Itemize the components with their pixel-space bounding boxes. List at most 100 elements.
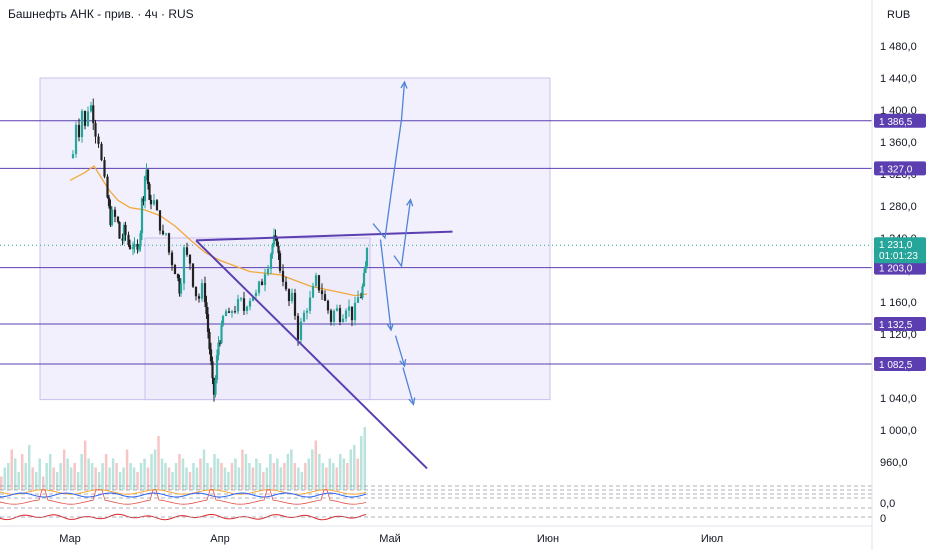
candle-body bbox=[194, 286, 198, 297]
volume-bar bbox=[307, 458, 311, 490]
candle-body bbox=[326, 300, 330, 311]
volume-bar bbox=[356, 458, 360, 490]
y-tick-label: 1 120,0 bbox=[880, 329, 917, 341]
volume-bar bbox=[34, 472, 38, 490]
candle-body bbox=[347, 306, 351, 311]
candle-body bbox=[170, 252, 174, 266]
candle-body bbox=[128, 244, 132, 249]
time-axis[interactable]: Мар Апр Май Июн Июл bbox=[59, 533, 723, 545]
volume-bar bbox=[279, 467, 283, 490]
y-tick-label: 1 040,0 bbox=[880, 393, 917, 405]
candle-body bbox=[221, 316, 225, 326]
candle-body bbox=[311, 285, 315, 298]
candle-body bbox=[344, 310, 348, 319]
arrow-head-3 bbox=[408, 397, 416, 406]
candle-body bbox=[296, 315, 300, 340]
volume-bar bbox=[132, 467, 136, 490]
candle-body bbox=[359, 297, 363, 299]
candle-body bbox=[302, 312, 306, 322]
candle-body bbox=[167, 233, 171, 253]
volume-bar bbox=[55, 472, 59, 490]
countdown-timer: 01:01:23 bbox=[879, 251, 918, 262]
volume-bar bbox=[20, 454, 24, 490]
candle-body bbox=[92, 105, 95, 124]
candle-body bbox=[356, 297, 360, 303]
level-badge-4 bbox=[874, 357, 926, 371]
level-badge-label: 1 386,5 bbox=[879, 117, 913, 128]
candle-body bbox=[245, 306, 249, 311]
volume-bar bbox=[283, 463, 286, 490]
candle-body bbox=[77, 124, 81, 138]
trendline-0 bbox=[195, 230, 453, 242]
candle-body bbox=[361, 286, 364, 298]
volume-bar bbox=[360, 436, 363, 490]
candle-body bbox=[320, 290, 324, 295]
candle-body bbox=[287, 289, 291, 302]
candle-body bbox=[269, 254, 273, 269]
volume-bar bbox=[311, 449, 314, 490]
level-badge-0 bbox=[874, 113, 926, 128]
zones-layer bbox=[39, 77, 551, 401]
indicator-line-3 bbox=[0, 489, 367, 505]
volume-bar bbox=[52, 467, 55, 490]
level-badge-label: 1 203,0 bbox=[879, 264, 913, 275]
level-badge-label: 1 327,0 bbox=[879, 164, 913, 175]
volume-bar bbox=[241, 449, 244, 490]
candle-body bbox=[179, 283, 183, 294]
candle-body bbox=[131, 246, 135, 249]
volume-bar bbox=[94, 467, 97, 490]
candle-body bbox=[263, 274, 267, 286]
volume-bar bbox=[206, 463, 209, 490]
volume-bar bbox=[227, 472, 230, 490]
volume-bar bbox=[272, 463, 276, 490]
volume-bar bbox=[143, 458, 146, 490]
indicator-line-4 bbox=[0, 513, 367, 521]
volume-bar bbox=[325, 467, 328, 490]
volume-bar bbox=[48, 454, 52, 490]
candle-body bbox=[188, 254, 192, 264]
arrows-layer[interactable] bbox=[372, 80, 416, 406]
volume-bar bbox=[164, 463, 167, 490]
candle-body bbox=[136, 243, 139, 250]
forecast-arrow-4 bbox=[393, 199, 412, 268]
volume-bar bbox=[353, 445, 356, 490]
candle-body bbox=[242, 298, 246, 311]
volume-bar bbox=[13, 458, 17, 490]
volume-bar bbox=[160, 458, 164, 490]
chart-title: Башнефть АНК - прив. · 4ч · RUS bbox=[8, 7, 194, 21]
indicator-line-1 bbox=[0, 489, 367, 495]
volume-bar bbox=[101, 463, 104, 490]
candle-body bbox=[97, 136, 100, 144]
volume-bar bbox=[66, 458, 69, 490]
candle-body bbox=[152, 200, 156, 205]
candle-body bbox=[248, 300, 252, 307]
volume-bar bbox=[17, 472, 20, 490]
volume-bar bbox=[31, 467, 34, 490]
candle-body bbox=[293, 292, 297, 316]
ma-layer bbox=[69, 165, 368, 297]
candle-body bbox=[212, 378, 216, 395]
level-badge-label: 1 132,5 bbox=[879, 320, 913, 331]
candle-body bbox=[161, 230, 165, 235]
candle-body bbox=[173, 265, 177, 275]
volume-bar bbox=[146, 467, 150, 490]
candle-body bbox=[224, 311, 228, 317]
candle-body bbox=[299, 321, 303, 340]
volume-bar bbox=[115, 463, 118, 490]
volume-bar bbox=[80, 454, 83, 490]
trendlines-layer[interactable] bbox=[195, 230, 453, 470]
y-tick-label: 1 360,0 bbox=[880, 137, 917, 149]
x-tick-label: Мар bbox=[59, 533, 81, 545]
candle-body bbox=[121, 238, 124, 241]
y-tick-label: 1 160,0 bbox=[880, 297, 917, 309]
volume-bar bbox=[24, 463, 27, 490]
candle-body bbox=[290, 292, 294, 302]
volume-bar bbox=[129, 463, 132, 490]
volume-bar bbox=[97, 472, 101, 490]
candle-body bbox=[142, 198, 145, 202]
y-tick-label: 960,0 bbox=[880, 457, 908, 469]
level-badge-3 bbox=[874, 317, 926, 331]
candle-body bbox=[230, 311, 234, 313]
candle-body bbox=[277, 245, 280, 254]
